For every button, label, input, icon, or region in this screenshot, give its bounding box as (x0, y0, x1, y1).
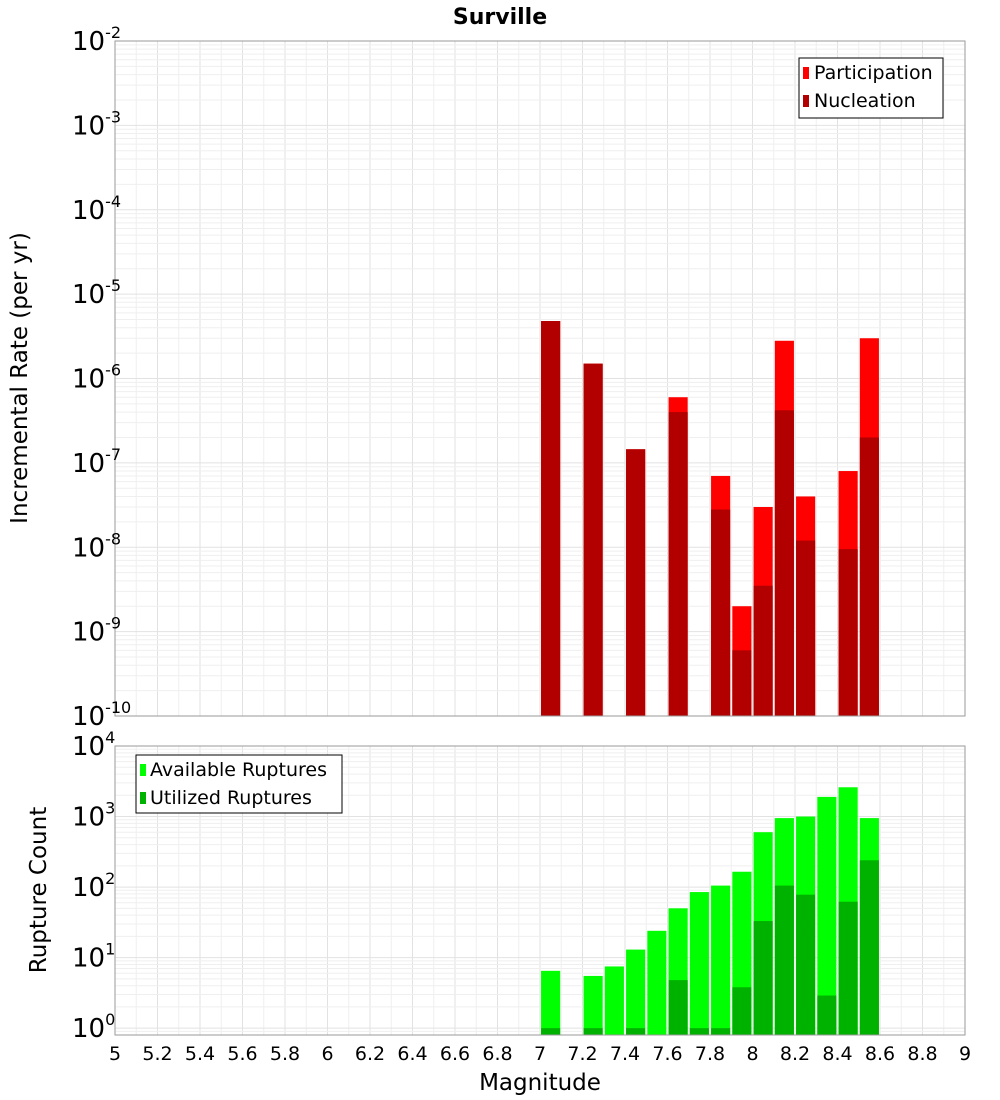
nucleation-bar (838, 549, 858, 716)
available-ruptures-bar (817, 796, 837, 1035)
nucleation-bar (668, 412, 688, 716)
y-tick-label: 10-9 (72, 614, 121, 648)
nucleation-bar (859, 437, 879, 716)
top-panel: 10-2 10-3 10-4 10-5 10-6 10-7 10-8 10-9 10-10 In… (7, 23, 966, 732)
nucleation-bar (711, 509, 731, 716)
y-tick-label: 10-3 (72, 107, 121, 141)
available-ruptures-bar (626, 949, 646, 1035)
x-tick-label: 7.8 (695, 1043, 725, 1065)
utilized-ruptures-bar (583, 1028, 603, 1035)
y-tick-label: 100 (72, 1010, 115, 1044)
utilized-ruptures-bar (774, 885, 794, 1035)
x-tick-label: 6 (321, 1043, 333, 1065)
x-tick-label: 8.2 (780, 1043, 810, 1065)
legend-swatch-nucleation (803, 95, 809, 107)
utilized-ruptures-bar (753, 921, 773, 1035)
y-tick-label: 101 (72, 940, 115, 974)
utilized-ruptures-bar (732, 987, 752, 1035)
available-ruptures-bar (583, 975, 603, 1035)
y-tick-label: 10-6 (72, 361, 121, 395)
nucleation-bar (753, 585, 773, 716)
bottom-y-tick-labels: 104 103 102 101 100 (72, 728, 115, 1044)
y-tick-label: 10-8 (72, 529, 121, 563)
x-tick-label: 7.4 (610, 1043, 640, 1065)
x-tick-label: 8.8 (907, 1043, 937, 1065)
x-tick-label: 6.2 (355, 1043, 385, 1065)
bottom-y-axis-label: Rupture Count (26, 807, 52, 973)
nucleation-bars (541, 321, 879, 716)
x-tick-label: 5.4 (185, 1043, 215, 1065)
nucleation-bar (626, 449, 646, 716)
x-axis-label: Magnitude (479, 1070, 601, 1096)
y-tick-label: 102 (72, 869, 115, 903)
x-tick-label: 6.4 (397, 1043, 427, 1065)
x-tick-label: 6.8 (482, 1043, 512, 1065)
legend-label-available: Available Ruptures (150, 759, 327, 781)
legend-swatch-available (140, 764, 146, 776)
top-legend: Participation Nucleation (798, 57, 944, 119)
utilized-ruptures-bar (541, 1028, 561, 1035)
available-ruptures-bar (689, 892, 709, 1035)
bottom-plot-frame (114, 745, 966, 1036)
y-tick-label: 10-2 (72, 23, 121, 57)
utilized-ruptures-bar (711, 1028, 731, 1035)
x-tick-label: 5.8 (270, 1043, 300, 1065)
x-tick-label: 9 (959, 1043, 971, 1065)
x-tick-label: 8.6 (865, 1043, 895, 1065)
bottom-panel: 104 103 102 101 100 5 5.2 5.4 5.6 5.8 6 6.2 6.4 6.6 6… (26, 728, 971, 1096)
y-tick-label: 10-10 (72, 698, 131, 732)
y-tick-label: 104 (72, 728, 115, 762)
x-tick-label: 7.6 (652, 1043, 682, 1065)
y-tick-label: 103 (72, 799, 115, 833)
top-plot-frame (114, 40, 966, 717)
y-tick-label: 10-4 (72, 192, 121, 226)
x-tick-label: 5.2 (142, 1043, 172, 1065)
available-ruptures-bar (541, 970, 561, 1035)
nucleation-bar (583, 363, 603, 716)
available-ruptures-bar (647, 930, 667, 1035)
x-tick-label: 8.4 (822, 1043, 852, 1065)
nucleation-bar (796, 540, 816, 716)
utilized-ruptures-bar (626, 1028, 646, 1035)
utilized-ruptures-bar (817, 995, 837, 1035)
utilized-ruptures-bar (838, 901, 858, 1035)
nucleation-bar (774, 410, 794, 716)
utilized-ruptures-bar (859, 860, 879, 1035)
x-tick-label: 7.2 (567, 1043, 597, 1065)
top-gridlines (114, 40, 966, 717)
x-tick-label: 5.6 (227, 1043, 257, 1065)
legend-label-utilized: Utilized Ruptures (150, 787, 312, 809)
nucleation-bar (732, 650, 752, 716)
x-tick-label: 5 (109, 1043, 121, 1065)
utilized-bars (541, 860, 879, 1035)
y-tick-label: 10-7 (72, 445, 121, 479)
utilized-ruptures-bar (689, 1028, 709, 1035)
available-ruptures-bar (604, 966, 624, 1035)
legend-swatch-utilized (140, 792, 146, 804)
utilized-ruptures-bar (668, 980, 688, 1035)
legend-swatch-participation (803, 67, 809, 79)
nucleation-bar (541, 321, 561, 716)
bottom-legend: Available Ruptures Utilized Ruptures (135, 754, 343, 814)
y-tick-label: 10-5 (72, 276, 121, 310)
top-y-tick-labels: 10-2 10-3 10-4 10-5 10-6 10-7 10-8 10-9 10-10 (72, 23, 131, 732)
legend-label-nucleation: Nucleation (814, 90, 916, 112)
top-y-axis-label: Incremental Rate (per yr) (7, 232, 33, 524)
legend-label-participation: Participation (814, 62, 933, 84)
x-tick-label: 7 (534, 1043, 546, 1065)
chart-title: Surville (453, 5, 547, 30)
utilized-ruptures-bar (796, 894, 816, 1035)
x-tick-label: 8 (746, 1043, 758, 1065)
x-tick-labels: 5 5.2 5.4 5.6 5.8 6 6.2 6.4 6.6 6.8 7 7.2 7.4 7.6 7.8 8… (109, 1043, 971, 1065)
available-ruptures-bar (711, 885, 731, 1035)
x-tick-label: 6.6 (440, 1043, 470, 1065)
